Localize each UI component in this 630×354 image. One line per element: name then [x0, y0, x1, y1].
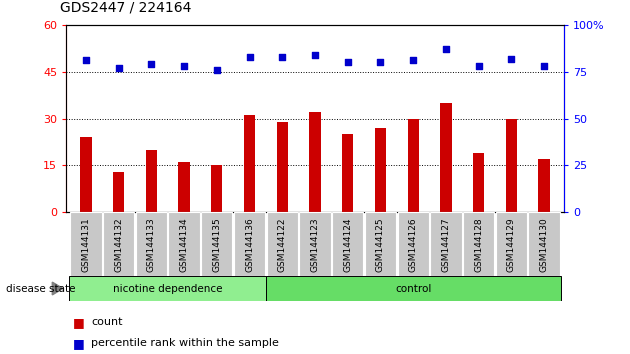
Bar — [135, 212, 167, 276]
Bar — [430, 212, 462, 276]
Point — [212, 67, 222, 73]
Text: GSM144132: GSM144132 — [114, 217, 123, 272]
Point — [310, 52, 320, 58]
Bar — [113, 172, 124, 212]
Point — [146, 61, 156, 67]
Text: GSM144125: GSM144125 — [376, 217, 385, 272]
Text: GDS2447 / 224164: GDS2447 / 224164 — [60, 0, 192, 14]
Bar — [201, 212, 232, 276]
Point — [375, 59, 386, 65]
Text: GSM144135: GSM144135 — [212, 217, 221, 272]
Text: GSM144131: GSM144131 — [81, 217, 90, 272]
Bar — [266, 276, 561, 301]
Bar — [277, 122, 288, 212]
Text: count: count — [91, 317, 123, 327]
Text: GSM144129: GSM144129 — [507, 217, 516, 272]
Bar — [342, 134, 353, 212]
Text: disease state: disease state — [6, 284, 76, 293]
Text: GSM144130: GSM144130 — [540, 217, 549, 272]
Text: GSM144128: GSM144128 — [474, 217, 483, 272]
Bar — [80, 137, 91, 212]
Bar — [146, 150, 157, 212]
Bar — [539, 159, 550, 212]
Bar — [234, 212, 265, 276]
Text: GSM144134: GSM144134 — [180, 217, 188, 272]
Text: GSM144124: GSM144124 — [343, 217, 352, 272]
Point — [179, 63, 189, 69]
Bar — [211, 165, 222, 212]
Point — [408, 58, 418, 63]
Bar — [299, 212, 331, 276]
Point — [441, 46, 451, 52]
Bar — [506, 119, 517, 212]
Text: percentile rank within the sample: percentile rank within the sample — [91, 338, 279, 348]
Point — [539, 63, 549, 69]
Bar — [473, 153, 484, 212]
Bar — [244, 115, 255, 212]
Point — [343, 59, 353, 65]
Text: GSM144136: GSM144136 — [245, 217, 254, 272]
Text: GSM144127: GSM144127 — [442, 217, 450, 272]
Bar — [70, 212, 101, 276]
Text: control: control — [395, 284, 432, 293]
Bar — [332, 212, 364, 276]
Bar — [103, 212, 134, 276]
Bar — [69, 276, 266, 301]
Bar — [309, 112, 321, 212]
Text: GSM144123: GSM144123 — [311, 217, 319, 272]
Text: GSM144122: GSM144122 — [278, 217, 287, 272]
Text: ■: ■ — [72, 337, 84, 350]
Bar — [440, 103, 452, 212]
Text: GSM144133: GSM144133 — [147, 217, 156, 272]
Text: nicotine dependence: nicotine dependence — [113, 284, 222, 293]
Point — [244, 54, 255, 59]
Bar — [398, 212, 429, 276]
Point — [474, 63, 484, 69]
Text: ■: ■ — [72, 316, 84, 329]
Bar — [168, 212, 200, 276]
Bar — [496, 212, 527, 276]
Bar — [408, 119, 419, 212]
Bar — [463, 212, 495, 276]
Bar — [178, 162, 190, 212]
Point — [113, 65, 123, 71]
Bar — [266, 212, 298, 276]
Bar — [365, 212, 396, 276]
Bar — [529, 212, 560, 276]
Bar — [375, 128, 386, 212]
Text: GSM144126: GSM144126 — [409, 217, 418, 272]
Point — [81, 58, 91, 63]
Point — [507, 56, 517, 61]
Point — [277, 54, 287, 59]
